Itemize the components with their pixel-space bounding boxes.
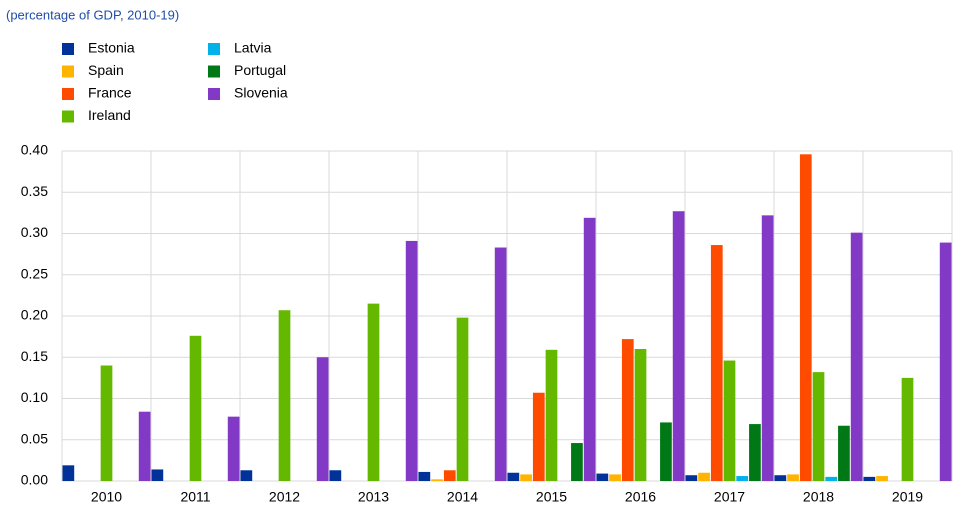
- bar: [838, 425, 850, 481]
- x-tick-label: 2010: [91, 489, 122, 505]
- bar: [609, 474, 621, 481]
- x-tick-label: 2012: [269, 489, 300, 505]
- y-tick-label: 0.10: [21, 389, 48, 405]
- x-tick-label: 2015: [536, 489, 567, 505]
- x-tick-label: 2018: [803, 489, 834, 505]
- bar: [520, 474, 532, 481]
- bar: [367, 303, 380, 481]
- bar: [62, 465, 75, 481]
- y-tick-label: 0.00: [21, 472, 48, 488]
- y-tick-label: 0.35: [21, 183, 48, 199]
- legend-swatch: [208, 43, 220, 55]
- legend-swatch: [62, 65, 74, 78]
- bar: [698, 472, 710, 481]
- bar: [507, 472, 520, 481]
- bar: [596, 473, 609, 481]
- x-tick-label: 2019: [892, 489, 923, 505]
- bar: [405, 240, 418, 481]
- bar: [761, 215, 774, 481]
- bar: [939, 242, 952, 481]
- legend-swatch: [62, 43, 74, 55]
- bar: [583, 217, 596, 481]
- bar: [634, 349, 647, 481]
- bar: [850, 232, 863, 481]
- x-tick-label: 2016: [625, 489, 656, 505]
- legend-label: France: [88, 85, 132, 101]
- x-tick-label: 2017: [714, 489, 745, 505]
- bar: [863, 476, 876, 481]
- legend-label: Spain: [88, 62, 124, 78]
- bar: [189, 335, 202, 481]
- x-tick-label: 2014: [447, 489, 478, 505]
- legend-swatch: [62, 88, 74, 100]
- bar: [621, 339, 634, 481]
- bar: [532, 392, 545, 481]
- bar: [723, 360, 736, 481]
- y-tick-label: 0.40: [21, 142, 48, 158]
- legend-label: Estonia: [88, 40, 135, 56]
- legend-label: Latvia: [234, 40, 272, 56]
- bar: [685, 475, 698, 481]
- bar: [787, 474, 799, 481]
- chart-title: (percentage of GDP, 2010-19): [6, 7, 179, 22]
- bar: [329, 470, 342, 481]
- legend-label: Slovenia: [234, 85, 288, 101]
- bar: [151, 469, 164, 481]
- y-tick-label: 0.05: [21, 430, 48, 446]
- y-tick-label: 0.20: [21, 307, 48, 323]
- bar: [749, 424, 761, 481]
- bar: [240, 470, 253, 481]
- bar: [710, 245, 723, 481]
- bar: [812, 372, 825, 481]
- bar: [774, 475, 787, 481]
- bar: [494, 247, 507, 481]
- bar: [418, 471, 431, 481]
- bar: [316, 357, 329, 481]
- bar: [571, 443, 583, 481]
- y-tick-label: 0.15: [21, 348, 48, 364]
- legend-label: Ireland: [88, 107, 131, 123]
- legend-swatch: [208, 88, 220, 100]
- bar: [901, 377, 914, 481]
- bar: [100, 365, 113, 481]
- bar: [443, 470, 456, 481]
- bar: [825, 476, 838, 481]
- bar: [278, 310, 291, 481]
- bar: [456, 317, 469, 481]
- x-tick-label: 2013: [358, 489, 389, 505]
- y-tick-label: 0.30: [21, 224, 48, 240]
- bar: [431, 479, 443, 481]
- bar: [736, 476, 749, 481]
- legend-swatch: [208, 65, 220, 78]
- bar: [227, 416, 240, 481]
- bar: [660, 422, 672, 481]
- x-tick-label: 2011: [180, 489, 210, 505]
- legend-label: Portugal: [234, 62, 286, 78]
- bar: [672, 211, 685, 481]
- bar: [799, 154, 812, 482]
- legend-swatch: [62, 110, 74, 123]
- bar: [876, 476, 888, 481]
- bar: [545, 349, 558, 481]
- y-tick-label: 0.25: [21, 265, 48, 281]
- bar: [138, 411, 151, 481]
